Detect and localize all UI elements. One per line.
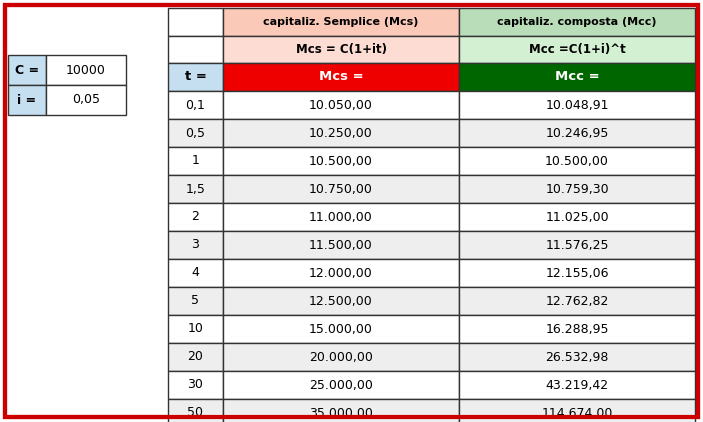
Bar <box>168 343 223 371</box>
Text: 0,05: 0,05 <box>72 94 100 106</box>
Text: 15.000,00: 15.000,00 <box>309 322 373 335</box>
Text: 11.025,00: 11.025,00 <box>546 211 609 224</box>
Bar <box>459 147 695 175</box>
Text: 0,1: 0,1 <box>186 98 205 111</box>
Bar <box>223 175 459 203</box>
Bar <box>223 203 459 231</box>
Bar <box>168 259 223 287</box>
Bar <box>459 91 695 119</box>
Bar <box>168 63 223 91</box>
Bar <box>8 85 46 115</box>
Text: Mcc =: Mcc = <box>555 70 600 84</box>
Bar <box>168 399 223 422</box>
Text: 30: 30 <box>188 379 203 392</box>
Text: 12.155,06: 12.155,06 <box>546 267 609 279</box>
Text: 10.759,30: 10.759,30 <box>546 182 609 195</box>
Bar <box>168 8 223 36</box>
Text: 12.000,00: 12.000,00 <box>309 267 373 279</box>
Bar <box>223 315 459 343</box>
Text: 10.050,00: 10.050,00 <box>309 98 373 111</box>
Bar <box>46 85 126 115</box>
Text: 12.762,82: 12.762,82 <box>546 295 609 308</box>
Text: C =: C = <box>15 63 39 76</box>
Bar <box>168 36 223 63</box>
Bar <box>168 147 223 175</box>
Text: 20: 20 <box>188 351 203 363</box>
Text: 10.500,00: 10.500,00 <box>545 154 609 168</box>
Text: 1,5: 1,5 <box>186 182 205 195</box>
Bar <box>223 36 459 63</box>
Text: Mcc =C(1+i)^t: Mcc =C(1+i)^t <box>529 43 626 56</box>
Bar <box>459 315 695 343</box>
Bar <box>223 231 459 259</box>
Bar <box>223 287 459 315</box>
Text: 5: 5 <box>191 295 200 308</box>
Bar <box>223 91 459 119</box>
Text: 50: 50 <box>188 406 203 419</box>
Bar <box>223 399 459 422</box>
Text: 4: 4 <box>191 267 200 279</box>
Bar <box>168 203 223 231</box>
Text: 10.048,91: 10.048,91 <box>546 98 609 111</box>
Text: 114.674,00: 114.674,00 <box>541 406 613 419</box>
Text: 2: 2 <box>191 211 200 224</box>
Bar <box>459 231 695 259</box>
Bar <box>168 91 223 119</box>
Bar <box>168 175 223 203</box>
Bar <box>168 231 223 259</box>
Text: 16.288,95: 16.288,95 <box>546 322 609 335</box>
Bar <box>223 343 459 371</box>
Bar <box>223 371 459 399</box>
Bar <box>459 119 695 147</box>
Bar <box>168 315 223 343</box>
Bar <box>459 399 695 422</box>
Bar <box>459 36 695 63</box>
Text: 26.532,98: 26.532,98 <box>546 351 609 363</box>
Text: 10.750,00: 10.750,00 <box>309 182 373 195</box>
Text: 20.000,00: 20.000,00 <box>309 351 373 363</box>
Text: 10.250,00: 10.250,00 <box>309 127 373 140</box>
Bar <box>223 147 459 175</box>
Bar <box>459 175 695 203</box>
Text: 0,5: 0,5 <box>186 127 205 140</box>
Bar <box>459 343 695 371</box>
Text: 1: 1 <box>191 154 200 168</box>
Bar <box>8 55 46 85</box>
Bar <box>459 8 695 36</box>
Text: capitaliz. Semplice (Mcs): capitaliz. Semplice (Mcs) <box>264 17 419 27</box>
Text: 10000: 10000 <box>66 63 106 76</box>
Text: 35.000,00: 35.000,00 <box>309 406 373 419</box>
Text: 11.000,00: 11.000,00 <box>309 211 373 224</box>
Bar <box>46 55 126 85</box>
Bar <box>223 63 459 91</box>
Bar <box>223 259 459 287</box>
Text: capitaliz. composta (Mcc): capitaliz. composta (Mcc) <box>497 17 657 27</box>
Bar <box>459 63 695 91</box>
Text: 12.500,00: 12.500,00 <box>309 295 373 308</box>
Bar <box>459 259 695 287</box>
Bar <box>459 287 695 315</box>
Text: 10.246,95: 10.246,95 <box>546 127 609 140</box>
Text: 10.500,00: 10.500,00 <box>309 154 373 168</box>
Bar <box>459 203 695 231</box>
Bar <box>223 119 459 147</box>
Bar <box>168 119 223 147</box>
Bar <box>168 287 223 315</box>
Text: 10: 10 <box>188 322 203 335</box>
Text: 11.576,25: 11.576,25 <box>546 238 609 252</box>
Text: Mcs = C(1+it): Mcs = C(1+it) <box>295 43 387 56</box>
Text: 25.000,00: 25.000,00 <box>309 379 373 392</box>
Bar <box>168 371 223 399</box>
Bar <box>459 371 695 399</box>
Bar <box>223 8 459 36</box>
Text: 3: 3 <box>191 238 200 252</box>
Text: 11.500,00: 11.500,00 <box>309 238 373 252</box>
Text: 43.219,42: 43.219,42 <box>546 379 609 392</box>
Text: t =: t = <box>185 70 207 84</box>
Text: i =: i = <box>18 94 37 106</box>
Text: Mcs =: Mcs = <box>318 70 363 84</box>
